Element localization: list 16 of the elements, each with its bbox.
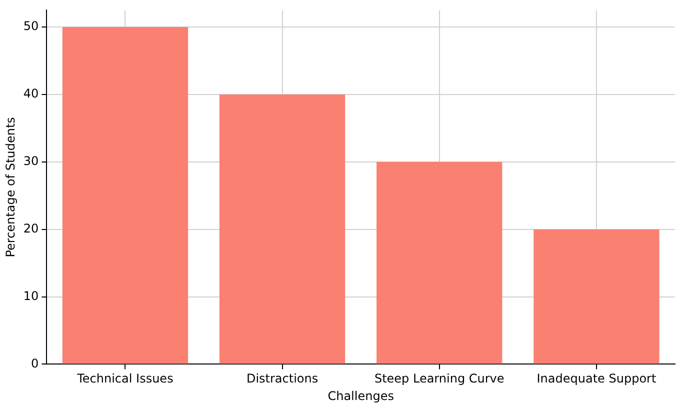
y-tick-label: 20: [23, 221, 39, 236]
y-axis-title: Percentage of Students: [3, 117, 18, 258]
x-tick-label: Inadequate Support: [536, 372, 656, 386]
bar: [62, 27, 188, 364]
y-tick-label: 40: [23, 86, 39, 101]
x-tick-label: Distractions: [246, 372, 318, 386]
y-tick-label: 0: [31, 356, 39, 370]
y-tick-label: 10: [23, 288, 39, 303]
y-tick-label: 50: [23, 19, 39, 34]
x-axis-title: Challenges: [328, 388, 394, 403]
bar: [376, 162, 502, 364]
bar: [534, 229, 660, 364]
x-tick-label: Technical Issues: [76, 372, 174, 386]
bar: [219, 94, 346, 364]
y-tick-label: 30: [23, 154, 39, 168]
x-tick-label: Steep Learning Curve: [374, 372, 504, 386]
